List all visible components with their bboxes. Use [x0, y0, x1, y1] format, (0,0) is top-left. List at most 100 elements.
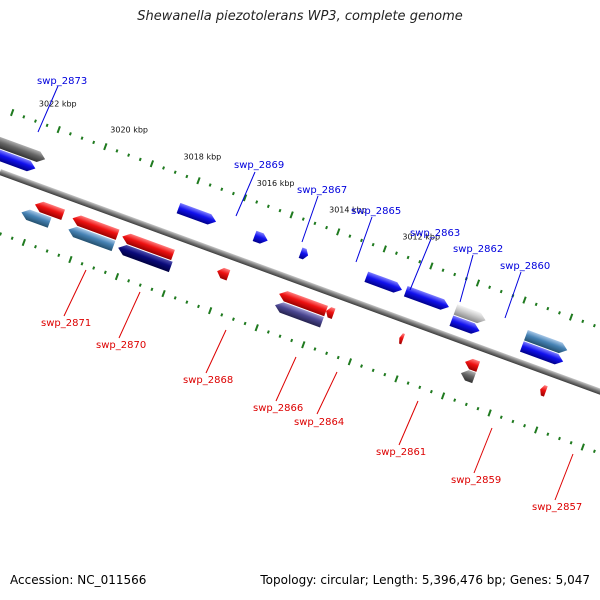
gene-label-reverse: swp_2857 [532, 502, 582, 513]
tick-mark [546, 432, 550, 436]
gene-arrow [524, 330, 568, 354]
tick-mark [45, 249, 49, 253]
leader-line [63, 269, 87, 317]
tick-mark [278, 208, 282, 213]
tick-mark [581, 319, 585, 324]
scale-labels: 3022 kbp 3020 kbp 3018 kbp 3016 kbp 3014 kbp… [39, 99, 440, 241]
tick-mark [56, 125, 61, 134]
topology-label: Topology: circular; Length: 5,396,476 bp… [260, 573, 590, 587]
tick-mark [592, 323, 596, 328]
leader-line [205, 329, 227, 374]
tick-mark [231, 317, 235, 321]
tick-mark [488, 285, 492, 290]
tick-mark [522, 296, 527, 304]
tick-mark [57, 253, 61, 258]
leader-line [275, 356, 297, 402]
gene-label-reverse: swp_2871 [41, 318, 91, 329]
tick-mark [266, 204, 270, 209]
tick-mark [325, 225, 329, 230]
tick-mark [22, 115, 26, 119]
tick-mark [127, 153, 131, 157]
gene-arrow [453, 304, 486, 324]
scale-label: 3016 kbp [257, 179, 295, 188]
map-title: Shewanella piezotolerans WP3, complete g… [137, 9, 463, 24]
scale-label: 3018 kbp [184, 152, 222, 161]
gene-arrow [0, 134, 46, 162]
gene-arrow [0, 145, 36, 172]
tick-mark [208, 183, 212, 187]
tick-mark [580, 443, 585, 451]
scale-label: 3014 kbp [329, 206, 367, 215]
tick-mark [499, 289, 503, 294]
tick-mark [382, 245, 387, 253]
tick-mark [394, 375, 399, 383]
tick-mark [92, 140, 96, 145]
tick-mark [161, 289, 166, 298]
tick-mark [242, 194, 248, 202]
gene-label-forward: swp_2867 [297, 185, 347, 196]
leader-line [473, 427, 493, 474]
gene-label-forward: swp_2860 [500, 261, 550, 272]
tick-mark [208, 307, 213, 315]
tick-mark [301, 217, 305, 221]
gene-arrow [34, 201, 66, 220]
gene-arrow [460, 370, 476, 384]
gene-label-reverse: swp_2870 [96, 340, 146, 351]
tick-mark [68, 132, 72, 136]
tick-mark [185, 174, 189, 179]
tick-mark [453, 398, 457, 402]
scale-ticks [0, 108, 596, 454]
gene-labels: swp_2873 swp_2869 swp_2867 swp_2865 swp_2863… [37, 76, 582, 513]
leader-line [398, 400, 419, 446]
tick-mark [371, 368, 375, 373]
leader-line [118, 291, 141, 339]
tick-mark [231, 191, 235, 196]
tick-mark [429, 262, 434, 270]
tick-mark [371, 242, 375, 247]
tick-mark [534, 426, 539, 434]
gene-arrow [275, 302, 324, 328]
tick-mark [162, 166, 166, 170]
tick-mark [476, 406, 480, 411]
tick-mark [453, 272, 457, 277]
scale-label: 3020 kbp [110, 125, 148, 134]
scale-label: 3022 kbp [39, 99, 77, 108]
gene-arrow [122, 233, 175, 261]
tick-mark [336, 355, 340, 360]
tick-mark [196, 177, 201, 185]
tick-mark [558, 311, 561, 315]
leader-line [409, 238, 432, 291]
tick-mark [34, 119, 37, 123]
leader-line [301, 195, 319, 243]
tick-mark [68, 255, 73, 264]
tick-mark [220, 313, 224, 317]
tick-mark [325, 351, 329, 356]
leader-line [355, 216, 373, 263]
tick-mark [440, 392, 446, 400]
leader-line [37, 85, 59, 133]
tick-mark [360, 238, 363, 243]
tick-mark [278, 334, 282, 338]
leader-line [554, 453, 574, 501]
leader-line [459, 254, 474, 303]
tick-mark [347, 358, 353, 366]
tick-mark [441, 268, 445, 272]
tick-mark [255, 200, 259, 204]
tick-mark [220, 187, 224, 192]
tick-mark [523, 423, 527, 428]
tick-mark [290, 338, 294, 343]
tick-mark [243, 321, 247, 326]
tick-mark [336, 228, 341, 236]
leader-line [235, 171, 256, 217]
tick-mark [348, 234, 352, 238]
scale-label: 3012 kbp [402, 232, 440, 241]
tick-mark [418, 259, 422, 264]
tick-mark [149, 160, 155, 168]
tick-mark [464, 402, 468, 407]
tick-mark [383, 372, 387, 377]
tick-mark [80, 136, 84, 140]
gene-arrow [399, 333, 405, 345]
gene-label-reverse: swp_2868 [183, 375, 233, 386]
gene-arrow [519, 341, 564, 365]
tick-mark [568, 313, 574, 321]
